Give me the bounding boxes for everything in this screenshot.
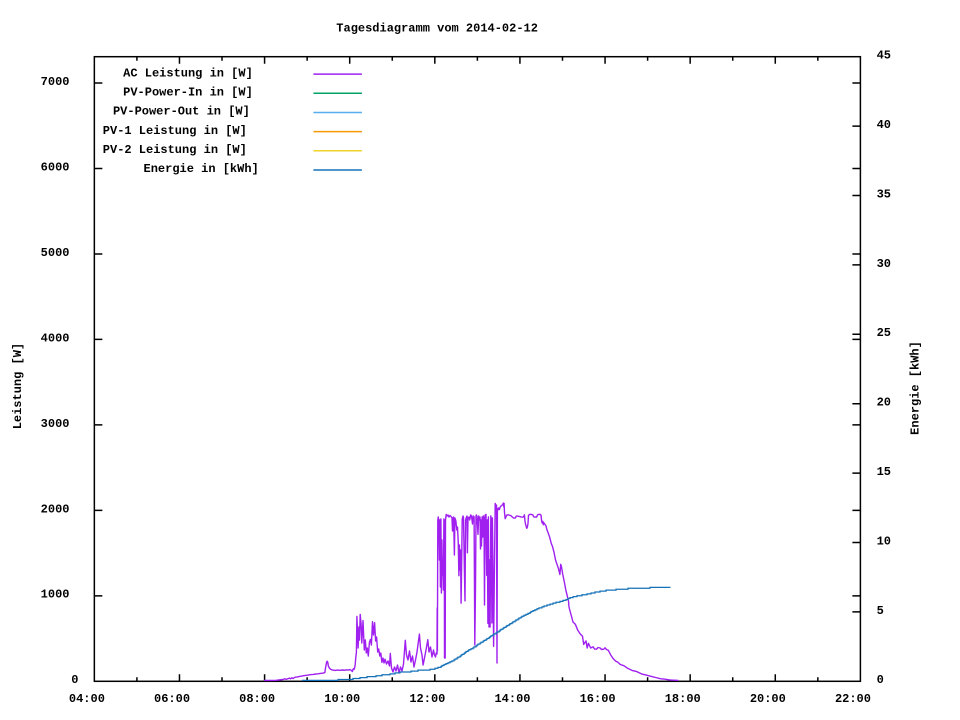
svg-text:Energie in [kWh]: Energie in [kWh] — [144, 162, 259, 176]
svg-text:22:00: 22:00 — [835, 692, 871, 706]
svg-text:25: 25 — [877, 326, 891, 340]
svg-text:18:00: 18:00 — [665, 692, 701, 706]
svg-text:PV-2 Leistung in [W]: PV-2 Leistung in [W] — [103, 143, 247, 157]
svg-text:AC Leistung in [W]: AC Leistung in [W] — [123, 66, 253, 80]
svg-text:14:00: 14:00 — [494, 692, 530, 706]
svg-text:04:00: 04:00 — [69, 692, 105, 706]
svg-text:20: 20 — [877, 396, 891, 410]
svg-text:1000: 1000 — [41, 588, 70, 602]
svg-text:15: 15 — [877, 465, 891, 479]
svg-text:PV-Power-Out in [W]: PV-Power-Out in [W] — [113, 105, 250, 119]
svg-text:0: 0 — [877, 673, 884, 687]
svg-text:Energie [kWh]: Energie [kWh] — [908, 341, 922, 435]
svg-text:16:00: 16:00 — [580, 692, 616, 706]
svg-text:10:00: 10:00 — [324, 692, 360, 706]
svg-text:35: 35 — [877, 187, 891, 201]
svg-text:0: 0 — [71, 673, 78, 687]
svg-text:40: 40 — [877, 118, 891, 132]
svg-text:20:00: 20:00 — [750, 692, 786, 706]
svg-text:3000: 3000 — [41, 417, 70, 431]
svg-text:12:00: 12:00 — [409, 692, 445, 706]
svg-text:7000: 7000 — [41, 75, 70, 89]
svg-text:PV-1 Leistung in [W]: PV-1 Leistung in [W] — [103, 124, 247, 138]
svg-text:Tagesdiagramm vom 2014-02-12: Tagesdiagramm vom 2014-02-12 — [336, 22, 538, 36]
svg-text:Leistung [W]: Leistung [W] — [11, 343, 25, 429]
svg-text:45: 45 — [877, 49, 891, 63]
svg-text:06:00: 06:00 — [154, 692, 190, 706]
svg-text:30: 30 — [877, 257, 891, 271]
svg-text:5: 5 — [877, 604, 884, 618]
svg-text:4000: 4000 — [41, 331, 70, 345]
svg-text:PV-Power-In in [W]: PV-Power-In in [W] — [123, 86, 253, 100]
svg-text:6000: 6000 — [41, 160, 70, 174]
svg-text:10: 10 — [877, 534, 891, 548]
svg-text:2000: 2000 — [41, 502, 70, 516]
svg-text:08:00: 08:00 — [239, 692, 275, 706]
svg-text:5000: 5000 — [41, 246, 70, 260]
